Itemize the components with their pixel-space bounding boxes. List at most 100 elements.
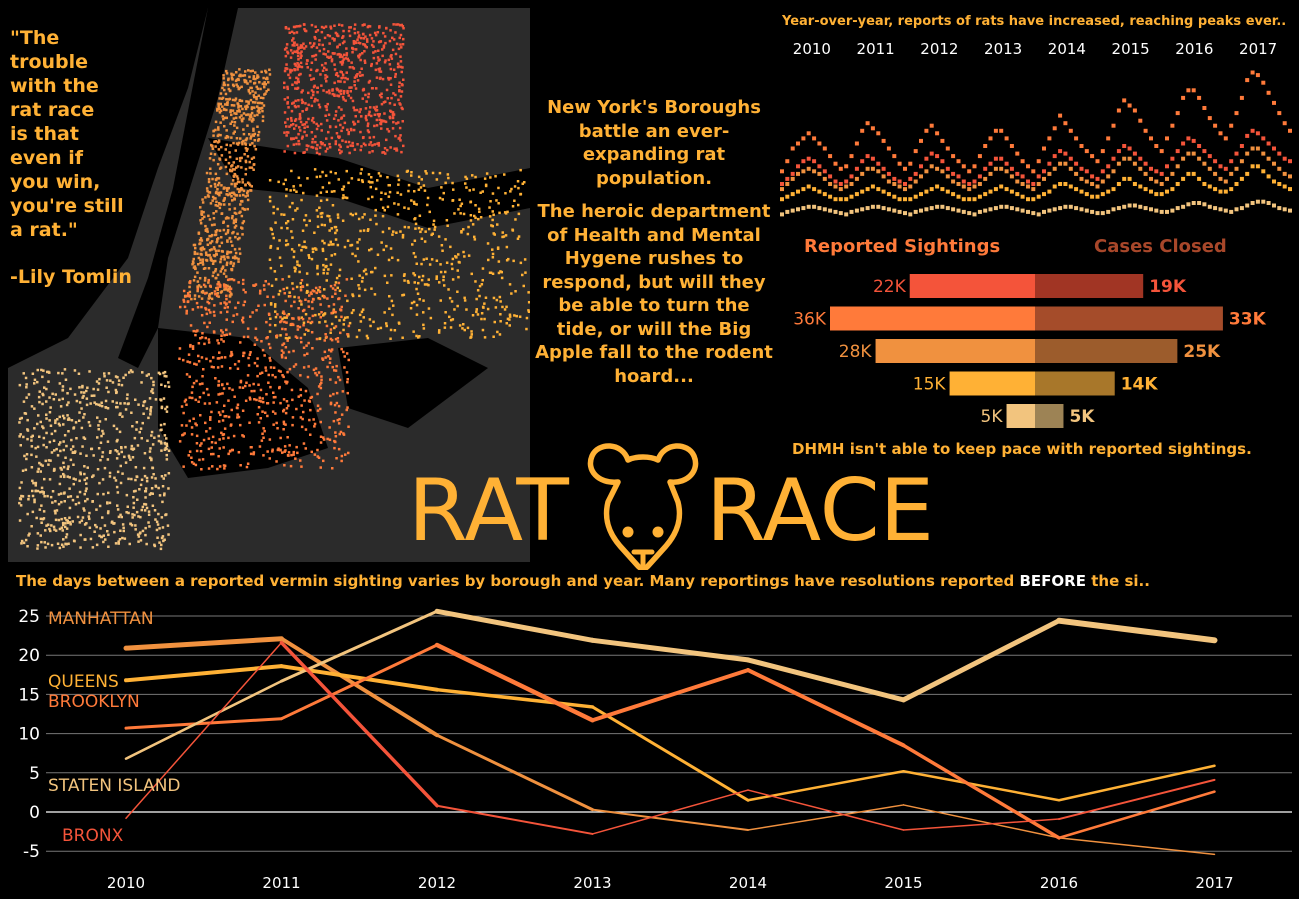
map-sighting-dot (79, 452, 82, 455)
dotplot-point (860, 159, 865, 164)
map-sighting-dot (299, 52, 302, 55)
map-sighting-dot (108, 475, 112, 478)
map-sighting-dot (249, 137, 252, 140)
map-sighting-dot (365, 100, 368, 103)
map-sighting-dot (360, 168, 363, 171)
map-sighting-dot (387, 130, 391, 133)
map-sighting-dot (207, 301, 211, 305)
map-sighting-dot (417, 226, 421, 230)
map-sighting-dot (470, 333, 473, 336)
map-sighting-dot (280, 226, 283, 230)
map-sighting-dot (209, 241, 212, 245)
map-sighting-dot (305, 134, 308, 137)
dotplot-point (865, 206, 870, 211)
map-sighting-dot (54, 419, 57, 422)
map-sighting-dot (303, 245, 306, 249)
map-sighting-dot (154, 477, 157, 480)
map-sighting-dot (211, 233, 214, 237)
map-sighting-dot (162, 539, 165, 543)
map-sighting-dot (276, 313, 279, 316)
map-sighting-dot (371, 144, 374, 147)
map-sighting-dot (192, 279, 196, 282)
map-sighting-dot (467, 254, 471, 257)
map-sighting-dot (453, 212, 456, 215)
map-sighting-dot (236, 143, 240, 146)
map-sighting-dot (343, 355, 346, 358)
map-sighting-dot (67, 542, 70, 545)
map-sighting-dot (205, 253, 208, 256)
map-sighting-dot (375, 76, 379, 79)
map-sighting-dot (396, 62, 400, 65)
map-sighting-dot (398, 89, 401, 92)
map-sighting-dot (232, 141, 235, 145)
dotplot-point (1261, 199, 1266, 204)
map-sighting-dot (225, 189, 229, 192)
map-sighting-dot (340, 116, 344, 119)
map-sighting-dot (263, 85, 266, 89)
map-sighting-dot (214, 128, 217, 132)
map-sighting-dot (297, 46, 300, 49)
map-sighting-dot (310, 61, 314, 64)
map-sighting-dot (212, 260, 215, 263)
dotplot-point (1138, 184, 1143, 189)
map-sighting-dot (233, 363, 237, 366)
dotplot-point (796, 164, 800, 169)
map-sighting-dot (358, 294, 361, 298)
map-sighting-dot (50, 524, 53, 527)
map-sighting-dot (334, 381, 338, 384)
map-sighting-dot (230, 136, 233, 139)
map-sighting-dot (358, 42, 362, 45)
map-sighting-dot (286, 52, 290, 55)
map-sighting-dot (167, 385, 171, 388)
map-sighting-dot (225, 261, 229, 264)
map-sighting-dot (320, 122, 323, 126)
map-sighting-dot (235, 212, 238, 215)
map-sighting-dot (36, 547, 39, 550)
map-sighting-dot (104, 538, 107, 541)
map-sighting-dot (132, 447, 136, 450)
map-sighting-dot (366, 229, 370, 232)
map-sighting-dot (370, 64, 373, 68)
map-sighting-dot (232, 175, 236, 178)
map-sighting-dot (318, 337, 321, 341)
map-sighting-dot (111, 381, 115, 384)
map-sighting-dot (72, 463, 75, 466)
map-sighting-dot (276, 207, 279, 211)
map-sighting-dot (367, 180, 371, 183)
map-sighting-dot (147, 416, 150, 420)
map-sighting-dot (144, 526, 147, 530)
map-sighting-dot (231, 388, 234, 392)
map-sighting-dot (312, 368, 316, 372)
map-sighting-dot (483, 317, 486, 321)
map-sighting-dot (231, 168, 235, 171)
dotplot-point (849, 194, 854, 199)
map-region-manhattan (183, 68, 272, 301)
map-sighting-dot (489, 200, 492, 203)
map-sighting-dot (201, 375, 204, 378)
map-sighting-dot (216, 286, 219, 289)
map-sighting-dot (387, 78, 391, 81)
map-sighting-dot (290, 230, 293, 233)
map-sighting-dot (245, 113, 248, 117)
dotplot-point (1095, 176, 1100, 181)
map-sighting-dot (19, 444, 22, 447)
map-sighting-dot (215, 240, 218, 244)
map-sighting-dot (342, 323, 345, 326)
borough-sightings-map[interactable] (8, 8, 530, 562)
map-sighting-dot (384, 41, 387, 45)
map-sighting-dot (292, 453, 295, 456)
map-sighting-dot (403, 273, 406, 276)
map-sighting-dot (337, 135, 340, 138)
map-sighting-dot (256, 125, 259, 128)
map-sighting-dot (351, 66, 354, 69)
dotplot-chart[interactable] (778, 64, 1296, 228)
map-sighting-dot (318, 290, 322, 294)
map-sighting-dot (58, 398, 61, 402)
dotplot-point (945, 206, 950, 211)
map-sighting-dot (300, 65, 304, 69)
map-sighting-dot (220, 241, 224, 245)
y-tick-label: 0 (29, 803, 40, 823)
map-sighting-dot (178, 347, 182, 350)
